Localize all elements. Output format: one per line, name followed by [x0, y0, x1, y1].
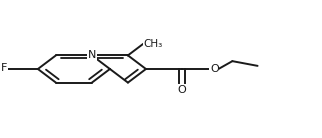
Text: CH₃: CH₃: [143, 39, 163, 49]
Text: O: O: [177, 85, 186, 95]
Text: F: F: [0, 63, 7, 73]
Text: O: O: [210, 64, 219, 74]
Text: N: N: [88, 50, 96, 60]
